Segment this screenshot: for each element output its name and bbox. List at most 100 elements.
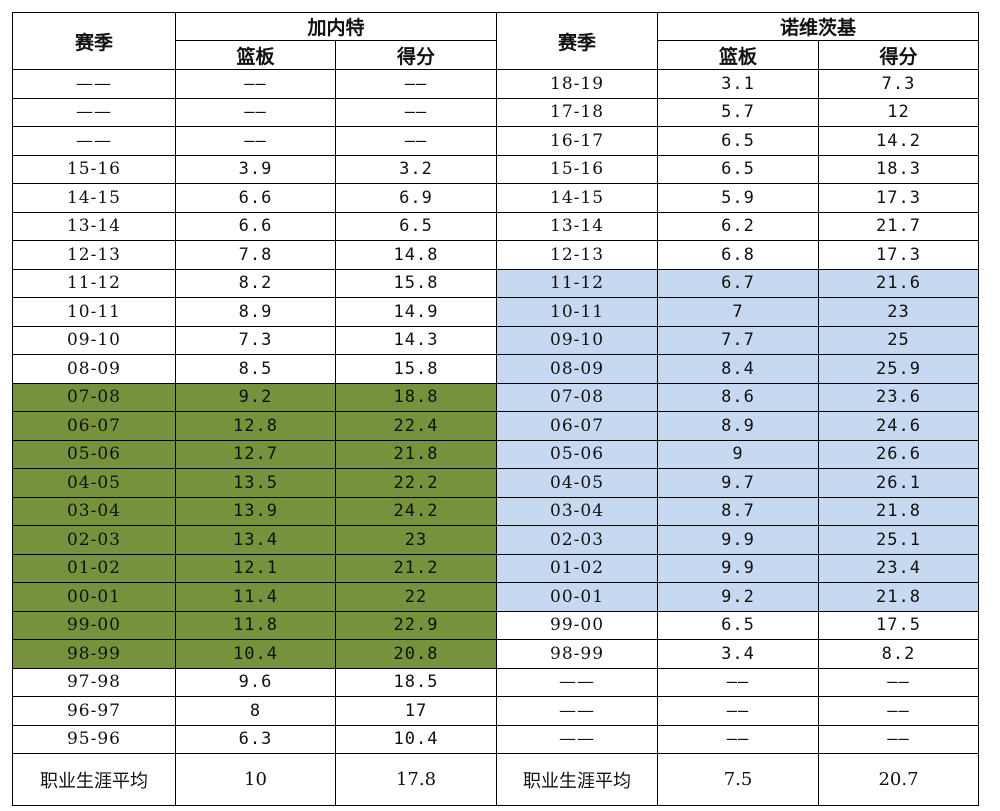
left-season-cell: 10-11 — [12, 297, 176, 327]
left-season-cell: 97-98 — [12, 667, 176, 697]
table-row: 10-11 8.9 14.9 10-11 7 23 — [12, 297, 980, 327]
right-points-cell: 25 — [818, 325, 980, 355]
left-points-cell: 6.5 — [334, 211, 498, 241]
left-rebounds-cell: 6.3 — [175, 724, 336, 754]
table-row: 02-03 13.4 23 02-03 9.9 25.1 — [12, 525, 980, 555]
right-season-cell: 13-14 — [496, 211, 659, 241]
left-points-cell: 14.9 — [334, 297, 498, 327]
right-rebounds-cell: 6.5 — [657, 610, 820, 640]
right-rebounds-cell: 6.5 — [657, 126, 820, 156]
left-rebounds-cell: 11.8 — [175, 610, 336, 640]
table-row: 98-99 10.4 20.8 98-99 3.4 8.2 — [12, 639, 980, 669]
right-points-cell: —— — [818, 667, 980, 697]
right-season-cell: 11-12 — [496, 268, 659, 298]
right-season-cell: 99-00 — [496, 610, 659, 640]
right-points-cell: 18.3 — [818, 154, 980, 184]
right-season-cell: 06-07 — [496, 411, 659, 441]
left-season-cell: 99-00 — [12, 610, 176, 640]
left-points-cell: 21.8 — [334, 439, 498, 469]
left-rebounds-cell: 9.2 — [175, 382, 336, 412]
right-points-cell: 23.4 — [818, 553, 980, 583]
table-row: 01-02 12.1 21.2 01-02 9.9 23.4 — [12, 553, 980, 583]
right-rebounds-cell: 7 — [657, 297, 820, 327]
right-points-cell: 24.6 — [818, 411, 980, 441]
right-season-cell: 16-17 — [496, 126, 659, 156]
left-season-cell: 08-09 — [12, 354, 176, 384]
right-season-cell: 14-15 — [496, 183, 659, 213]
left-career-label: 职业生涯平均 — [12, 753, 176, 806]
left-points-cell: 10.4 — [334, 724, 498, 754]
left-rebounds-cell: 8.9 — [175, 297, 336, 327]
right-season-cell: 00-01 — [496, 582, 659, 612]
right-season-cell: —— — [496, 696, 659, 726]
right-points-header: 得分 — [818, 40, 980, 70]
right-rebounds-cell: —— — [657, 667, 820, 697]
table-row: 13-14 6.6 6.5 13-14 6.2 21.7 — [12, 211, 980, 241]
left-rebounds-cell: 8.5 — [175, 354, 336, 384]
left-player-name: 加内特 — [174, 12, 498, 41]
table-row: 07-08 9.2 18.8 07-08 8.6 23.6 — [12, 382, 980, 412]
right-rebounds-cell: 9 — [657, 439, 820, 469]
left-season-cell: 11-12 — [12, 268, 176, 298]
left-points-header: 得分 — [334, 40, 498, 70]
left-points-cell: 15.8 — [334, 268, 498, 298]
right-points-cell: 23.6 — [818, 382, 980, 412]
right-rebounds-cell: 8.6 — [657, 382, 820, 412]
right-season-cell: 10-11 — [496, 297, 659, 327]
left-rebounds-cell: 9.6 — [175, 667, 336, 697]
left-season-cell: 01-02 — [12, 553, 176, 583]
right-career-label: 职业生涯平均 — [496, 753, 659, 806]
right-rebounds-cell: 6.5 — [657, 154, 820, 184]
table-row: —— —— —— 18-19 3.1 7.3 — [12, 69, 980, 99]
left-rebounds-cell: 12.1 — [175, 553, 336, 583]
right-points-cell: 17.3 — [818, 240, 980, 270]
left-rebounds-cell: —— — [175, 97, 336, 127]
right-rebounds-cell: —— — [657, 696, 820, 726]
table-row: 00-01 11.4 22 00-01 9.2 21.8 — [12, 582, 980, 612]
right-points-cell: 14.2 — [818, 126, 980, 156]
table-row: 12-13 7.8 14.8 12-13 6.8 17.3 — [12, 240, 980, 270]
table-row: 15-16 3.9 3.2 15-16 6.5 18.3 — [12, 154, 980, 184]
right-points-cell: 25.1 — [818, 525, 980, 555]
table-body: —— —— —— 18-19 3.1 7.3 —— —— —— 17-18 5.7 12 —— —— —— 1… — [12, 69, 980, 754]
left-season-cell: 12-13 — [12, 240, 176, 270]
table-row: 08-09 8.5 15.8 08-09 8.4 25.9 — [12, 354, 980, 384]
left-career-rebounds: 10 — [175, 753, 336, 806]
left-season-cell: 95-96 — [12, 724, 176, 754]
right-rebounds-cell: 6.8 — [657, 240, 820, 270]
table-row: 99-00 11.8 22.9 99-00 6.5 17.5 — [12, 610, 980, 640]
left-points-cell: 23 — [334, 525, 498, 555]
right-season-cell: 03-04 — [496, 496, 659, 526]
left-points-cell: 18.5 — [334, 667, 498, 697]
left-points-cell: 22.2 — [334, 468, 498, 498]
left-season-cell: 03-04 — [12, 496, 176, 526]
left-rebounds-cell: 8 — [175, 696, 336, 726]
right-points-cell: 26.6 — [818, 439, 980, 469]
right-points-cell: —— — [818, 696, 980, 726]
table-row: 14-15 6.6 6.9 14-15 5.9 17.3 — [12, 183, 980, 213]
right-rebounds-cell: 9.9 — [657, 553, 820, 583]
right-season-cell: 12-13 — [496, 240, 659, 270]
right-rebounds-header: 篮板 — [657, 40, 820, 70]
left-season-cell: 05-06 — [12, 439, 176, 469]
right-season-cell: 15-16 — [496, 154, 659, 184]
right-rebounds-cell: 6.7 — [657, 268, 820, 298]
right-points-cell: 17.3 — [818, 183, 980, 213]
left-season-cell: 14-15 — [12, 183, 176, 213]
right-rebounds-cell: —— — [657, 724, 820, 754]
right-rebounds-cell: 8.9 — [657, 411, 820, 441]
right-rebounds-cell: 5.9 — [657, 183, 820, 213]
left-season-cell: —— — [12, 97, 176, 127]
right-rebounds-cell: 7.7 — [657, 325, 820, 355]
right-season-cell: —— — [496, 724, 659, 754]
right-season-cell: —— — [496, 667, 659, 697]
career-average-row: 职业生涯平均 10 17.8 职业生涯平均 7.5 20.7 — [12, 753, 980, 806]
left-points-cell: 18.8 — [334, 382, 498, 412]
left-rebounds-cell: 10.4 — [175, 639, 336, 669]
right-points-cell: 17.5 — [818, 610, 980, 640]
right-rebounds-cell: 3.4 — [657, 639, 820, 669]
table-row: —— —— —— 16-17 6.5 14.2 — [12, 126, 980, 156]
right-points-cell: 7.3 — [818, 69, 980, 99]
right-season-cell: 01-02 — [496, 553, 659, 583]
left-career-points: 17.8 — [334, 753, 498, 806]
